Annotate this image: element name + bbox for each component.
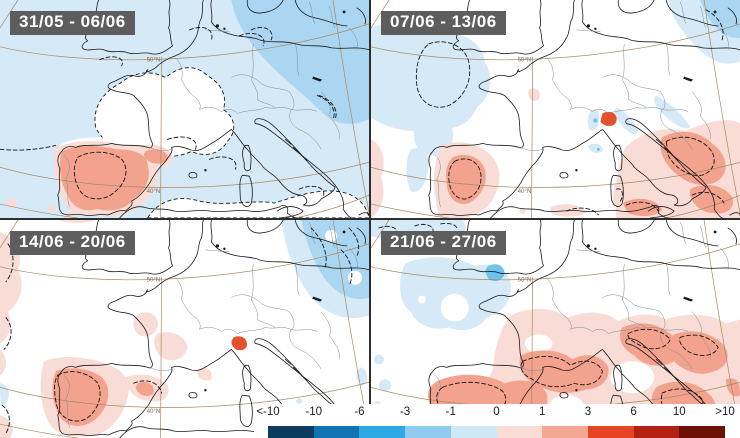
colorbar-segment bbox=[359, 426, 406, 438]
colorbar-ticks: <-10 -10 -6 -3 -1 0 1 3 6 10 >10 bbox=[254, 406, 740, 423]
colorbar-tick: 1 bbox=[538, 406, 546, 418]
colorbar: <-10 -10 -6 -3 -1 0 1 3 6 10 >10 bbox=[254, 404, 740, 438]
panel-week-3: 14/06 - 20/06 bbox=[0, 220, 369, 438]
colorbar-segment bbox=[496, 426, 543, 438]
colorbar-segment bbox=[450, 426, 497, 438]
colorbar-tick: >10 bbox=[715, 406, 735, 418]
colorbar-segment bbox=[679, 426, 726, 438]
colorbar-scale bbox=[268, 426, 726, 438]
colorbar-segment bbox=[405, 426, 451, 438]
period-label-week-1: 31/05 - 06/06 bbox=[10, 11, 135, 35]
period-label-week-4: 21/06 - 27/06 bbox=[381, 231, 506, 255]
colorbar-segment bbox=[542, 426, 588, 438]
panel-week-2: 07/06 - 13/06 bbox=[371, 0, 740, 218]
colorbar-tick: 0 bbox=[493, 406, 500, 418]
colorbar-tick: -1 bbox=[445, 406, 456, 418]
colorbar-tick: -6 bbox=[354, 406, 365, 418]
colorbar-segment bbox=[313, 426, 360, 438]
colorbar-tick: -10 bbox=[305, 406, 322, 418]
colorbar-tick: 10 bbox=[672, 406, 686, 418]
colorbar-tick: 3 bbox=[584, 406, 592, 418]
panel-week-1: 31/05 - 06/06 bbox=[0, 0, 369, 218]
colorbar-tick: -3 bbox=[399, 406, 411, 418]
colorbar-tick: 6 bbox=[630, 406, 637, 418]
colorbar-segment bbox=[268, 426, 314, 438]
period-label-week-3: 14/06 - 20/06 bbox=[10, 231, 135, 255]
colorbar-segment bbox=[587, 426, 634, 438]
panel-week-4: 21/06 - 27/06 bbox=[371, 220, 740, 438]
colorbar-tick: <-10 bbox=[256, 406, 280, 418]
colorbar-segment bbox=[633, 426, 680, 438]
period-label-week-2: 07/06 - 13/06 bbox=[381, 11, 506, 35]
